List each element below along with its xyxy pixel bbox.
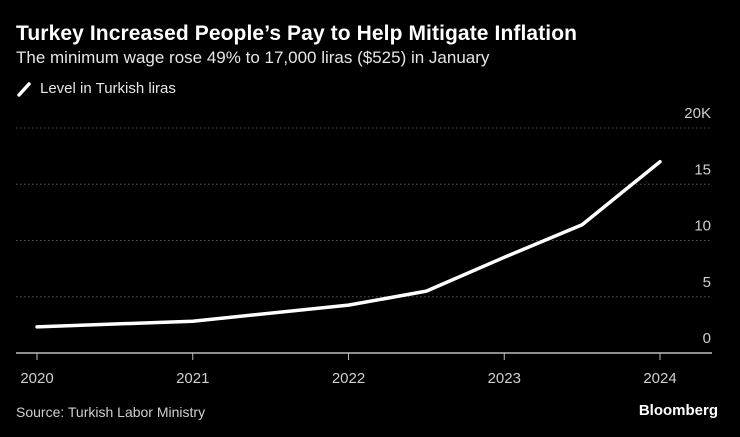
chart-title: Turkey Increased People’s Pay to Help Mi… <box>16 22 578 45</box>
x-tick-label: 2021 <box>176 370 209 387</box>
y-tick-label: 5 <box>703 274 711 291</box>
series-line-minimum-wage <box>35 159 662 329</box>
y-tick-label: 0 <box>703 330 711 347</box>
source-note: Source: Turkish Labor Ministry <box>16 404 206 420</box>
x-tick-label: 2023 <box>488 370 521 387</box>
legend-label: Level in Turkish liras <box>40 80 176 97</box>
legend: Level in Turkish liras <box>16 80 176 97</box>
y-tick-label: 15 <box>694 161 711 178</box>
y-tick-label: 20K <box>684 105 711 122</box>
x-tick-label: 2022 <box>332 370 365 387</box>
chart-subtitle: The minimum wage rose 49% to 17,000 lira… <box>16 48 490 67</box>
legend-line-swatch-icon <box>17 81 31 97</box>
x-tick-label: 2020 <box>20 370 53 387</box>
x-tick-label: 2024 <box>643 370 676 387</box>
y-tick-label: 10 <box>694 218 711 235</box>
bloomberg-logo: Bloomberg <box>638 402 718 419</box>
